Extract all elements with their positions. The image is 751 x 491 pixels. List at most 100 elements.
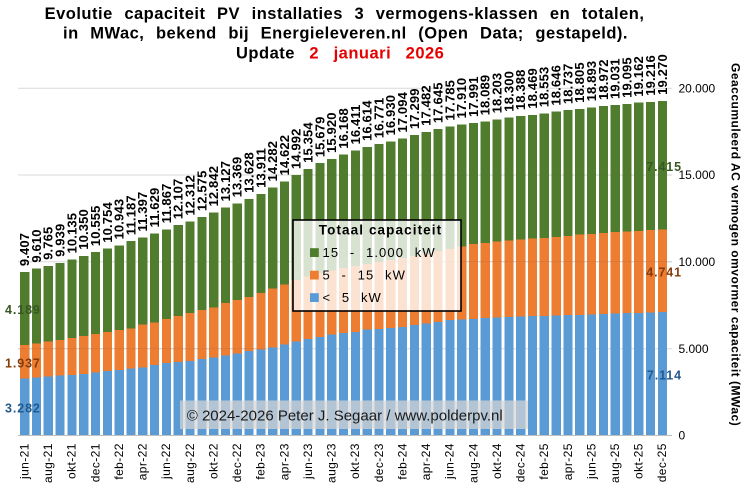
svg-text:17.482: 17.482 [419,85,434,126]
svg-text:feb-22: feb-22 [112,443,126,479]
svg-text:Evolutie capaciteit PV install: Evolutie capaciteit PV installaties 3 ve… [45,5,645,23]
svg-text:4.741: 4.741 [646,266,682,280]
svg-text:14.282: 14.282 [265,141,280,182]
svg-text:9.765: 9.765 [41,227,56,260]
svg-text:dec-24: dec-24 [514,443,528,482]
svg-text:15.354: 15.354 [301,122,316,163]
svg-text:18.737: 18.737 [560,63,575,104]
svg-text:4.189: 4.189 [5,303,41,317]
svg-text:17.991: 17.991 [466,76,481,117]
svg-text:feb-23: feb-23 [254,443,268,479]
svg-text:18.893: 18.893 [584,61,599,102]
svg-text:17.299: 17.299 [407,88,422,129]
svg-text:aug-23: aug-23 [325,443,339,483]
svg-text:dec-25: dec-25 [655,443,669,482]
svg-text:16.771: 16.771 [371,98,386,139]
svg-text:5 - 15 kW: 5 - 15 kW [323,268,407,283]
svg-text:10.555: 10.555 [88,206,103,247]
svg-text:18.805: 18.805 [572,62,587,103]
svg-text:aug-22: aug-22 [183,443,197,483]
svg-text:17.785: 17.785 [442,80,457,121]
svg-text:13.628: 13.628 [241,152,256,193]
svg-text:0: 0 [679,429,686,443]
svg-text:13.127: 13.127 [218,161,233,202]
svg-text:10.135: 10.135 [64,213,79,254]
svg-text:13.369: 13.369 [230,157,245,198]
svg-text:14.992: 14.992 [289,128,304,169]
svg-text:jun-24: jun-24 [443,443,457,480]
svg-text:17.094: 17.094 [395,91,410,132]
svg-text:apr-23: apr-23 [277,443,291,480]
svg-text:© 2024-2026 Peter J. Segaar /: © 2024-2026 Peter J. Segaar / www.polder… [187,408,503,425]
svg-text:16.411: 16.411 [348,105,363,145]
svg-text:jun-23: jun-23 [301,443,315,480]
svg-text:dec-21: dec-21 [88,443,102,482]
svg-text:16.614: 16.614 [360,100,375,141]
svg-text:9.610: 9.610 [29,229,44,262]
svg-text:7.415: 7.415 [646,160,682,174]
svg-text:apr-24: apr-24 [419,443,433,480]
svg-text:apr-25: apr-25 [561,443,575,480]
svg-text:10.754: 10.754 [100,201,115,242]
svg-text:Geaccumuleerd AC vermogen omvo: Geaccumuleerd AC vermogen omvormer capac… [729,63,743,426]
svg-text:okt-21: okt-21 [65,443,79,479]
svg-text:15.920: 15.920 [324,112,339,153]
svg-text:11.187: 11.187 [123,195,138,235]
svg-text:18.469: 18.469 [525,68,540,109]
svg-text:15.000: 15.000 [679,168,716,182]
svg-text:jun-25: jun-25 [584,443,598,480]
svg-text:okt-22: okt-22 [206,443,220,479]
svg-text:aug-21: aug-21 [41,443,55,483]
svg-text:9.407: 9.407 [17,233,32,266]
svg-text:aug-24: aug-24 [466,443,480,483]
svg-text:12.842: 12.842 [206,166,221,207]
svg-text:18.203: 18.203 [490,73,505,114]
svg-text:okt-25: okt-25 [632,443,646,479]
svg-text:19.216: 19.216 [643,55,658,96]
svg-text:15.679: 15.679 [312,117,327,158]
svg-text:20.000: 20.000 [679,81,716,95]
svg-text:12.107: 12.107 [171,179,186,220]
svg-text:Totaal capaciteit: Totaal capaciteit [319,223,442,238]
svg-text:okt-24: okt-24 [490,443,504,479]
svg-text:12.575: 12.575 [194,170,209,211]
svg-text:dec-22: dec-22 [230,443,244,482]
svg-text:5.000: 5.000 [679,342,709,356]
svg-text:12.312: 12.312 [182,175,197,216]
svg-text:jun-21: jun-21 [18,443,32,480]
svg-text:17.910: 17.910 [454,78,469,119]
svg-text:18.089: 18.089 [478,75,493,116]
svg-text:1.937: 1.937 [5,356,41,370]
svg-text:< 5 kW: < 5 kW [323,290,382,305]
svg-text:okt-23: okt-23 [348,443,362,479]
svg-text:10.000: 10.000 [679,255,716,269]
svg-text:feb-24: feb-24 [395,443,409,479]
svg-text:apr-22: apr-22 [136,443,150,480]
svg-text:11.397: 11.397 [135,192,150,232]
svg-text:aug-25: aug-25 [608,443,622,483]
svg-text:16.930: 16.930 [383,95,398,136]
svg-text:11.629: 11.629 [147,188,162,228]
svg-text:19.162: 19.162 [631,56,646,97]
svg-text:15 - 1.000 kW: 15 - 1.000 kW [323,245,436,260]
svg-text:17.645: 17.645 [430,82,445,123]
svg-text:feb-25: feb-25 [537,443,551,479]
svg-text:18.300: 18.300 [501,71,516,112]
svg-text:11.867: 11.867 [159,183,174,223]
svg-text:18.388: 18.388 [513,69,528,110]
svg-text:18.972: 18.972 [596,59,611,100]
svg-text:13.911: 13.911 [253,148,268,188]
svg-text:jun-22: jun-22 [159,443,173,480]
svg-text:14.622: 14.622 [277,135,292,176]
svg-text:7.114: 7.114 [647,368,682,382]
svg-text:19.031: 19.031 [608,58,623,99]
svg-text:18.646: 18.646 [549,65,564,106]
svg-text:3.282: 3.282 [5,402,41,416]
svg-text:16.168: 16.168 [336,108,351,149]
svg-text:10.350: 10.350 [76,209,91,250]
svg-text:19.095: 19.095 [619,57,634,98]
svg-text:dec-23: dec-23 [372,443,386,482]
svg-text:18.553: 18.553 [537,67,552,108]
svg-text:10.943: 10.943 [112,199,127,240]
svg-text:in MWac, bekend bij Energielev: in MWac, bekend bij Energieleveren.nl (O… [63,25,628,43]
